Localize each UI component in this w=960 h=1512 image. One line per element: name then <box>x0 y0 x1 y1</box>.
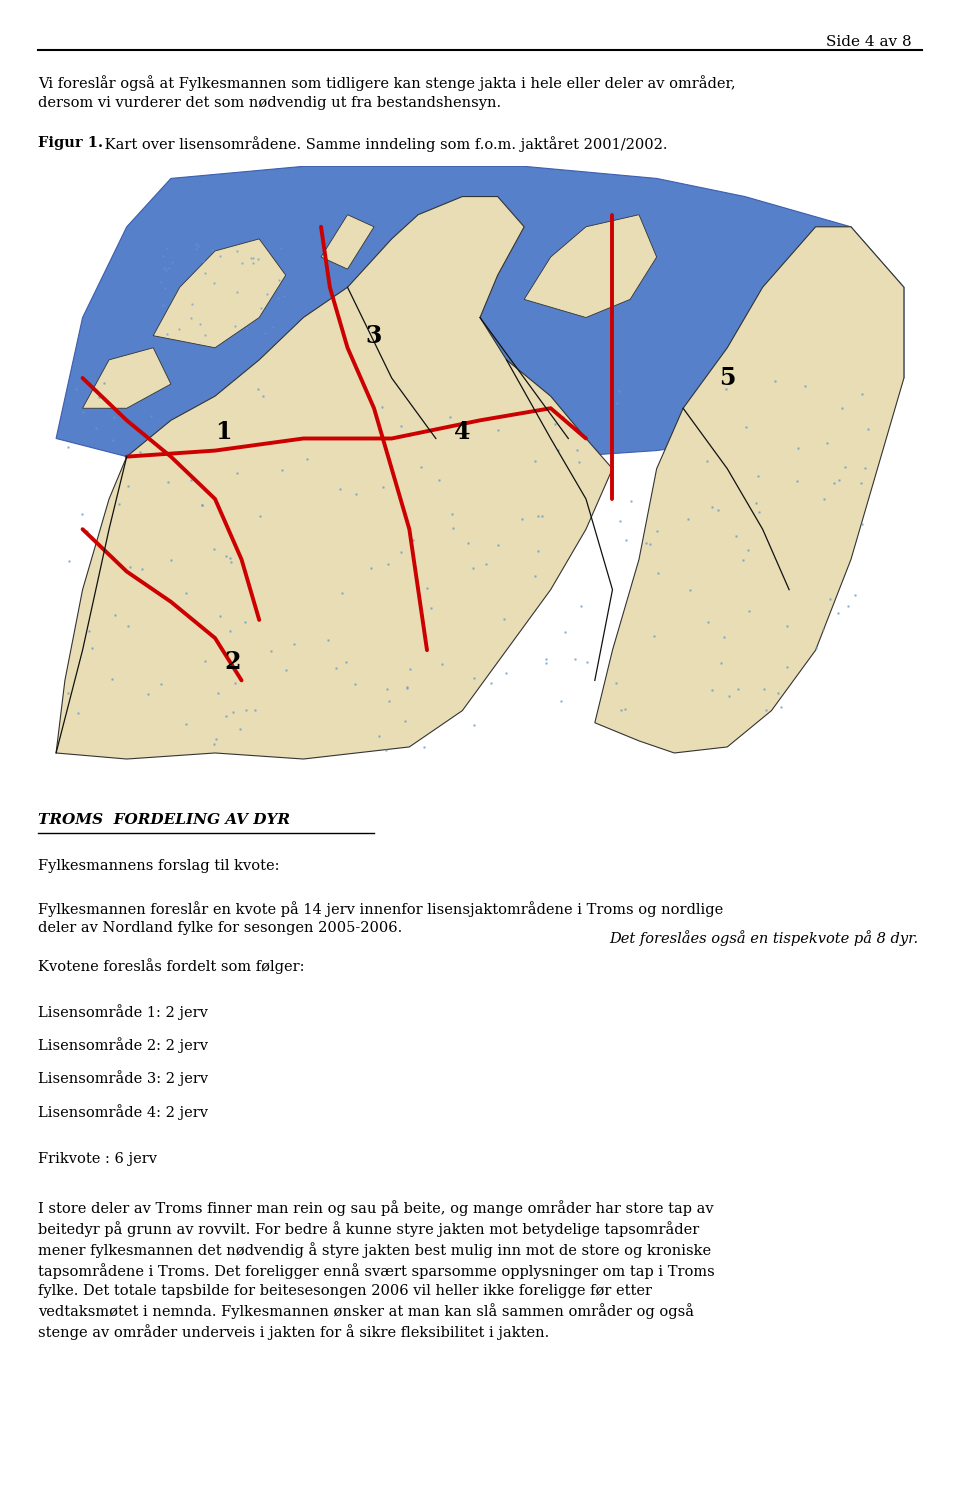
Text: Lisensområde 1: 2 jerv: Lisensområde 1: 2 jerv <box>38 1004 208 1019</box>
Text: TROMS  FORDELING AV DYR: TROMS FORDELING AV DYR <box>38 813 290 827</box>
Text: Kvotene foreslås fordelt som følger:: Kvotene foreslås fordelt som følger: <box>38 959 305 974</box>
Text: 5: 5 <box>719 366 735 390</box>
Text: Det foreslåes også en tispekvote på 8 dyr.: Det foreslåes også en tispekvote på 8 dy… <box>610 930 919 945</box>
Text: Side 4 av 8: Side 4 av 8 <box>827 35 912 48</box>
Text: Fylkesmannen foreslår en kvote på 14 jerv innenfor lisensjaktområdene i Troms og: Fylkesmannen foreslår en kvote på 14 jer… <box>38 901 724 936</box>
Polygon shape <box>56 166 904 469</box>
Polygon shape <box>524 215 657 318</box>
Polygon shape <box>321 215 374 269</box>
Text: Frikvote : 6 jerv: Frikvote : 6 jerv <box>38 1152 157 1166</box>
Polygon shape <box>56 197 612 759</box>
Text: 1: 1 <box>216 420 232 445</box>
Text: Vi foreslår også at Fylkesmannen som tidligere kan stenge jakta i hele eller del: Vi foreslår også at Fylkesmannen som tid… <box>38 76 736 110</box>
Text: 3: 3 <box>366 324 382 348</box>
Polygon shape <box>154 239 286 348</box>
Text: I store deler av Troms finner man rein og sau på beite, og mange områder har sto: I store deler av Troms finner man rein o… <box>38 1201 715 1340</box>
Text: Lisensområde 3: 2 jerv: Lisensområde 3: 2 jerv <box>38 1070 208 1086</box>
Text: Fylkesmannens forslag til kvote:: Fylkesmannens forslag til kvote: <box>38 859 280 872</box>
Text: Lisensområde 2: 2 jerv: Lisensområde 2: 2 jerv <box>38 1037 208 1052</box>
Text: 2: 2 <box>225 650 241 674</box>
Text: Lisensområde 4: 2 jerv: Lisensområde 4: 2 jerv <box>38 1104 208 1119</box>
Polygon shape <box>595 227 904 753</box>
Text: Kart over lisensområdene. Samme inndeling som f.o.m. jaktåret 2001/2002.: Kart over lisensområdene. Samme inndelin… <box>100 136 667 151</box>
Text: Figur 1.: Figur 1. <box>38 136 104 150</box>
Polygon shape <box>83 348 171 408</box>
Text: 4: 4 <box>454 420 470 445</box>
